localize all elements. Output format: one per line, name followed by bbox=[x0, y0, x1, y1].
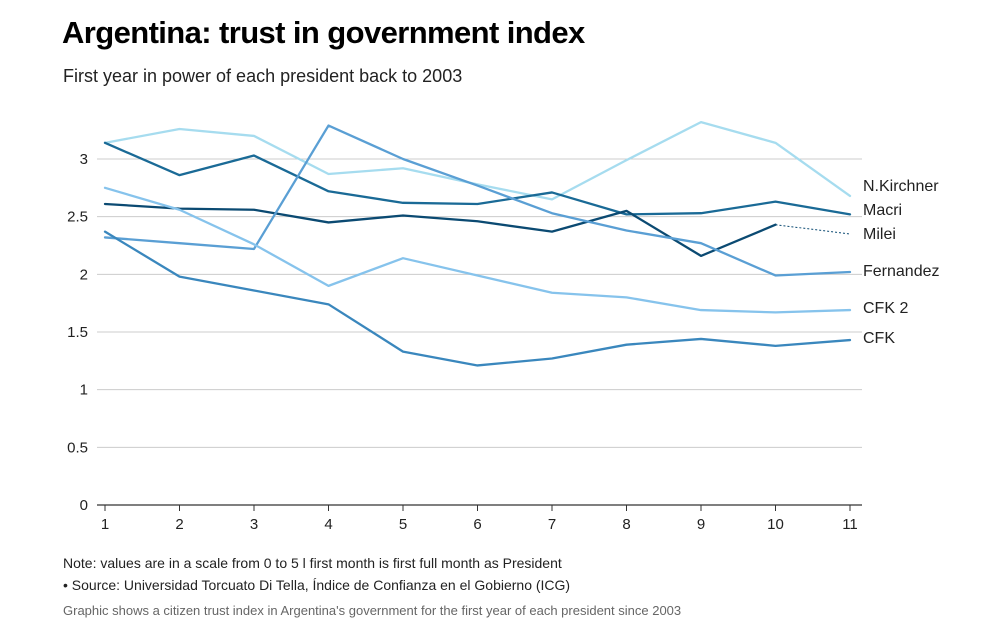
chart-source: • Source: Universidad Torcuato Di Tella,… bbox=[63, 577, 571, 593]
series-lines bbox=[103, 120, 852, 367]
series-line-macri bbox=[103, 141, 852, 216]
series-label-cfk-2: CFK 2 bbox=[863, 300, 908, 317]
x-tick-label: 9 bbox=[697, 516, 705, 533]
y-tick-label: 2.5 bbox=[67, 209, 88, 226]
series-line-cfk-2 bbox=[103, 186, 852, 314]
chart-subtitle: First year in power of each president ba… bbox=[63, 66, 463, 86]
x-tick-label: 2 bbox=[175, 516, 183, 533]
x-tick-label: 7 bbox=[548, 516, 556, 533]
x-tick-label: 10 bbox=[767, 516, 784, 533]
y-tick-label: 2 bbox=[80, 266, 88, 283]
y-tick-label: 3 bbox=[80, 151, 88, 168]
x-tick-label: 8 bbox=[622, 516, 630, 533]
x-tick-label: 5 bbox=[399, 516, 407, 533]
series-label-macri: Macri bbox=[863, 202, 902, 219]
y-tick-label: 0 bbox=[80, 497, 88, 514]
x-tick-label: 11 bbox=[842, 516, 858, 533]
chart-title: Argentina: trust in government index bbox=[62, 15, 585, 50]
x-tick-label: 1 bbox=[101, 516, 109, 533]
series-label-milei: Milei bbox=[863, 226, 896, 243]
y-tick-label: 1 bbox=[80, 382, 88, 399]
series-line-fernandez bbox=[103, 124, 852, 277]
series-labels: N.Kirchner Macri Milei Fernandez CFK 2 CFK bbox=[863, 178, 940, 347]
x-tick-label: 4 bbox=[324, 516, 332, 533]
series-label-n-kirchner: N.Kirchner bbox=[863, 178, 939, 195]
y-tick-label: 0.5 bbox=[67, 439, 88, 456]
y-tick-label: 1.5 bbox=[67, 324, 88, 341]
x-tick-label: 3 bbox=[250, 516, 258, 533]
series-line-n-kirchner bbox=[103, 120, 852, 201]
gridlines bbox=[97, 158, 862, 506]
chart-note: Note: values are in a scale from 0 to 5 … bbox=[63, 555, 562, 571]
chart-caption: Graphic shows a citizen trust index in A… bbox=[63, 603, 682, 618]
series-line-milei bbox=[103, 202, 777, 258]
series-label-fernandez: Fernandez bbox=[863, 263, 940, 280]
series-projection-milei bbox=[775, 224, 851, 235]
x-axis-ticks: 1 2 3 4 5 6 7 8 9 10 11 bbox=[101, 505, 858, 533]
series-label-cfk: CFK bbox=[863, 330, 895, 347]
x-tick-label: 6 bbox=[473, 516, 481, 533]
series-line-cfk bbox=[103, 230, 852, 367]
y-axis-ticks: 0 0.5 1 1.5 2 2.5 3 bbox=[67, 151, 88, 514]
